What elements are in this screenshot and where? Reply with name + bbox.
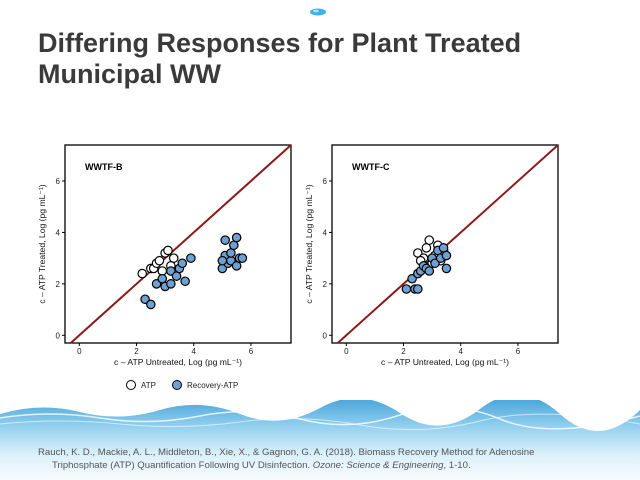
x-axis-label: c – ATP Untreated, Log (pg mL⁻¹) [381, 357, 509, 367]
x-tick-label: 6 [249, 347, 254, 356]
x-tick-label: 4 [459, 347, 464, 356]
y-axis-label: c – ATP Treated, Log (pg mL⁻¹) [37, 184, 47, 303]
recovery-atp-point [166, 279, 176, 289]
y-tick-label: 2 [56, 280, 61, 289]
slide-title: Differing Responses for Plant Treated Mu… [38, 28, 618, 90]
citation: Rauch, K. D., Mackie, A. L., Middleton, … [38, 446, 618, 472]
legend-label-recovery-atp: Recovery-ATP [186, 380, 239, 390]
citation-line-2-end: , 1-10. [443, 460, 471, 471]
x-tick-label: 0 [344, 347, 349, 356]
y-axis-label: c – ATP Treated, Log (pg mL⁻¹) [304, 184, 314, 303]
recovery-atp-point [217, 255, 228, 266]
x-tick-label: 2 [401, 347, 406, 356]
recovery-atp-point [146, 299, 156, 310]
legend-item-atp: ATP [126, 380, 156, 390]
identity-line [70, 144, 292, 344]
recovery-atp-point [237, 253, 248, 263]
recovery-atp-point [180, 276, 190, 287]
recovery-atp-point [231, 232, 242, 243]
citation-journal: Ozone: Science & Engineering [312, 460, 444, 471]
chart-title: WWTF-C [352, 162, 390, 172]
citation-line-1: Rauch, K. D., Mackie, A. L., Middleton, … [38, 447, 535, 458]
y-tick-label: 0 [323, 331, 328, 340]
x-tick-label: 4 [192, 347, 197, 356]
legend-swatch-atp [126, 380, 136, 390]
recovery-atp-point [441, 263, 452, 274]
x-axis-label: c – ATP Untreated, Log (pg mL⁻¹) [114, 357, 242, 367]
legend-item-recovery-atp: Recovery-ATP [171, 380, 239, 390]
atp-point [154, 255, 165, 266]
y-tick-label: 6 [56, 177, 61, 186]
x-tick-label: 0 [77, 347, 82, 356]
y-tick-label: 4 [56, 228, 61, 237]
legend-label-atp: ATP [141, 380, 156, 390]
identity-line [337, 144, 559, 344]
scatter-plot-2: 0 2 4 6 0 2 4 6 WWTF-C c – ATP Untreated, Log (pg… [304, 144, 559, 367]
recovery-atp-point [401, 284, 412, 294]
water-drop-logo-icon [310, 8, 326, 16]
y-tick-label: 6 [323, 177, 328, 186]
legend-swatch-recovery-atp [171, 380, 182, 390]
citation-line-2: Triphosphate (ATP) Quantification Follow… [38, 459, 618, 472]
slide-title-line-1: Differing Responses for Plant Treated [38, 28, 522, 58]
atp-point [424, 235, 435, 245]
y-tick-label: 2 [323, 280, 328, 289]
recovery-atp-point [441, 250, 452, 261]
recovery-atp-point [177, 258, 188, 269]
x-tick-label: 2 [134, 347, 139, 356]
recovery-atp-point [424, 266, 435, 276]
atp-point [137, 268, 148, 279]
slide-title-line-2: Municipal WW [38, 59, 221, 89]
water-wave-decoration [0, 400, 640, 480]
recovery-atp-point [186, 253, 196, 263]
scatter-plot-1: 0 2 4 6 0 2 4 6 WWTF-B c – ATP Untreated, Log (pg… [37, 144, 292, 367]
y-tick-label: 4 [323, 228, 328, 237]
chart-legend: ATP Recovery-ATP [126, 378, 254, 392]
y-tick-label: 0 [56, 331, 61, 340]
recovery-atp-point [220, 235, 231, 245]
atp-point [163, 245, 173, 256]
citation-line-2-text: Triphosphate (ATP) Quantification Follow… [52, 460, 313, 471]
recovery-atp-point [413, 284, 423, 294]
chart-title: WWTF-B [85, 162, 123, 172]
x-tick-label: 6 [516, 347, 521, 356]
